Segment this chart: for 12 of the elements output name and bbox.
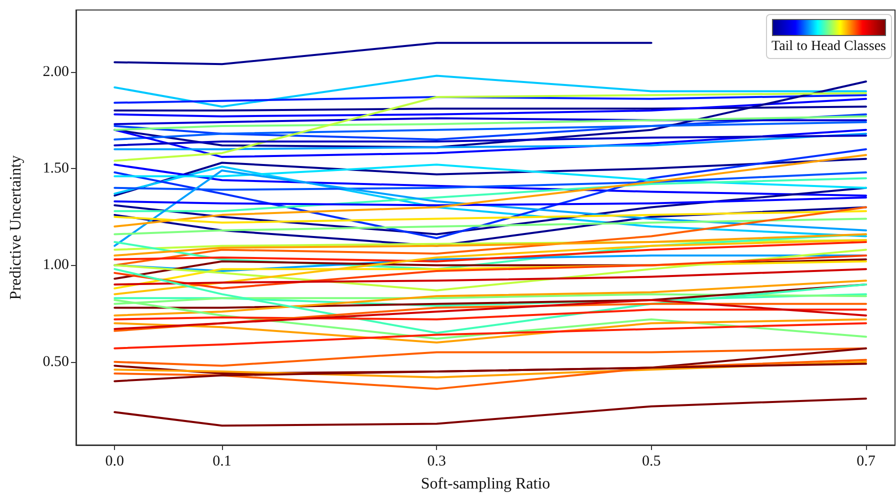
y-tick-label: 1.50 (42, 160, 69, 177)
x-tick-label: 0.3 (427, 454, 446, 470)
x-axis-title: Soft-sampling Ratio (420, 476, 550, 492)
y-tick-label: 2.00 (42, 64, 69, 80)
y-tick-label: 1.00 (42, 257, 69, 274)
x-tick-label: 0.1 (212, 454, 232, 470)
legend-title: Tail to Head Classes (772, 39, 886, 55)
y-axis-title: Predictive Uncertainty (8, 155, 24, 300)
x-tick-label: 0.5 (642, 454, 661, 470)
x-tick-label: 0.0 (105, 454, 124, 470)
x-tick-label: 0.7 (856, 454, 876, 470)
y-tick-label: 0.50 (42, 354, 69, 370)
